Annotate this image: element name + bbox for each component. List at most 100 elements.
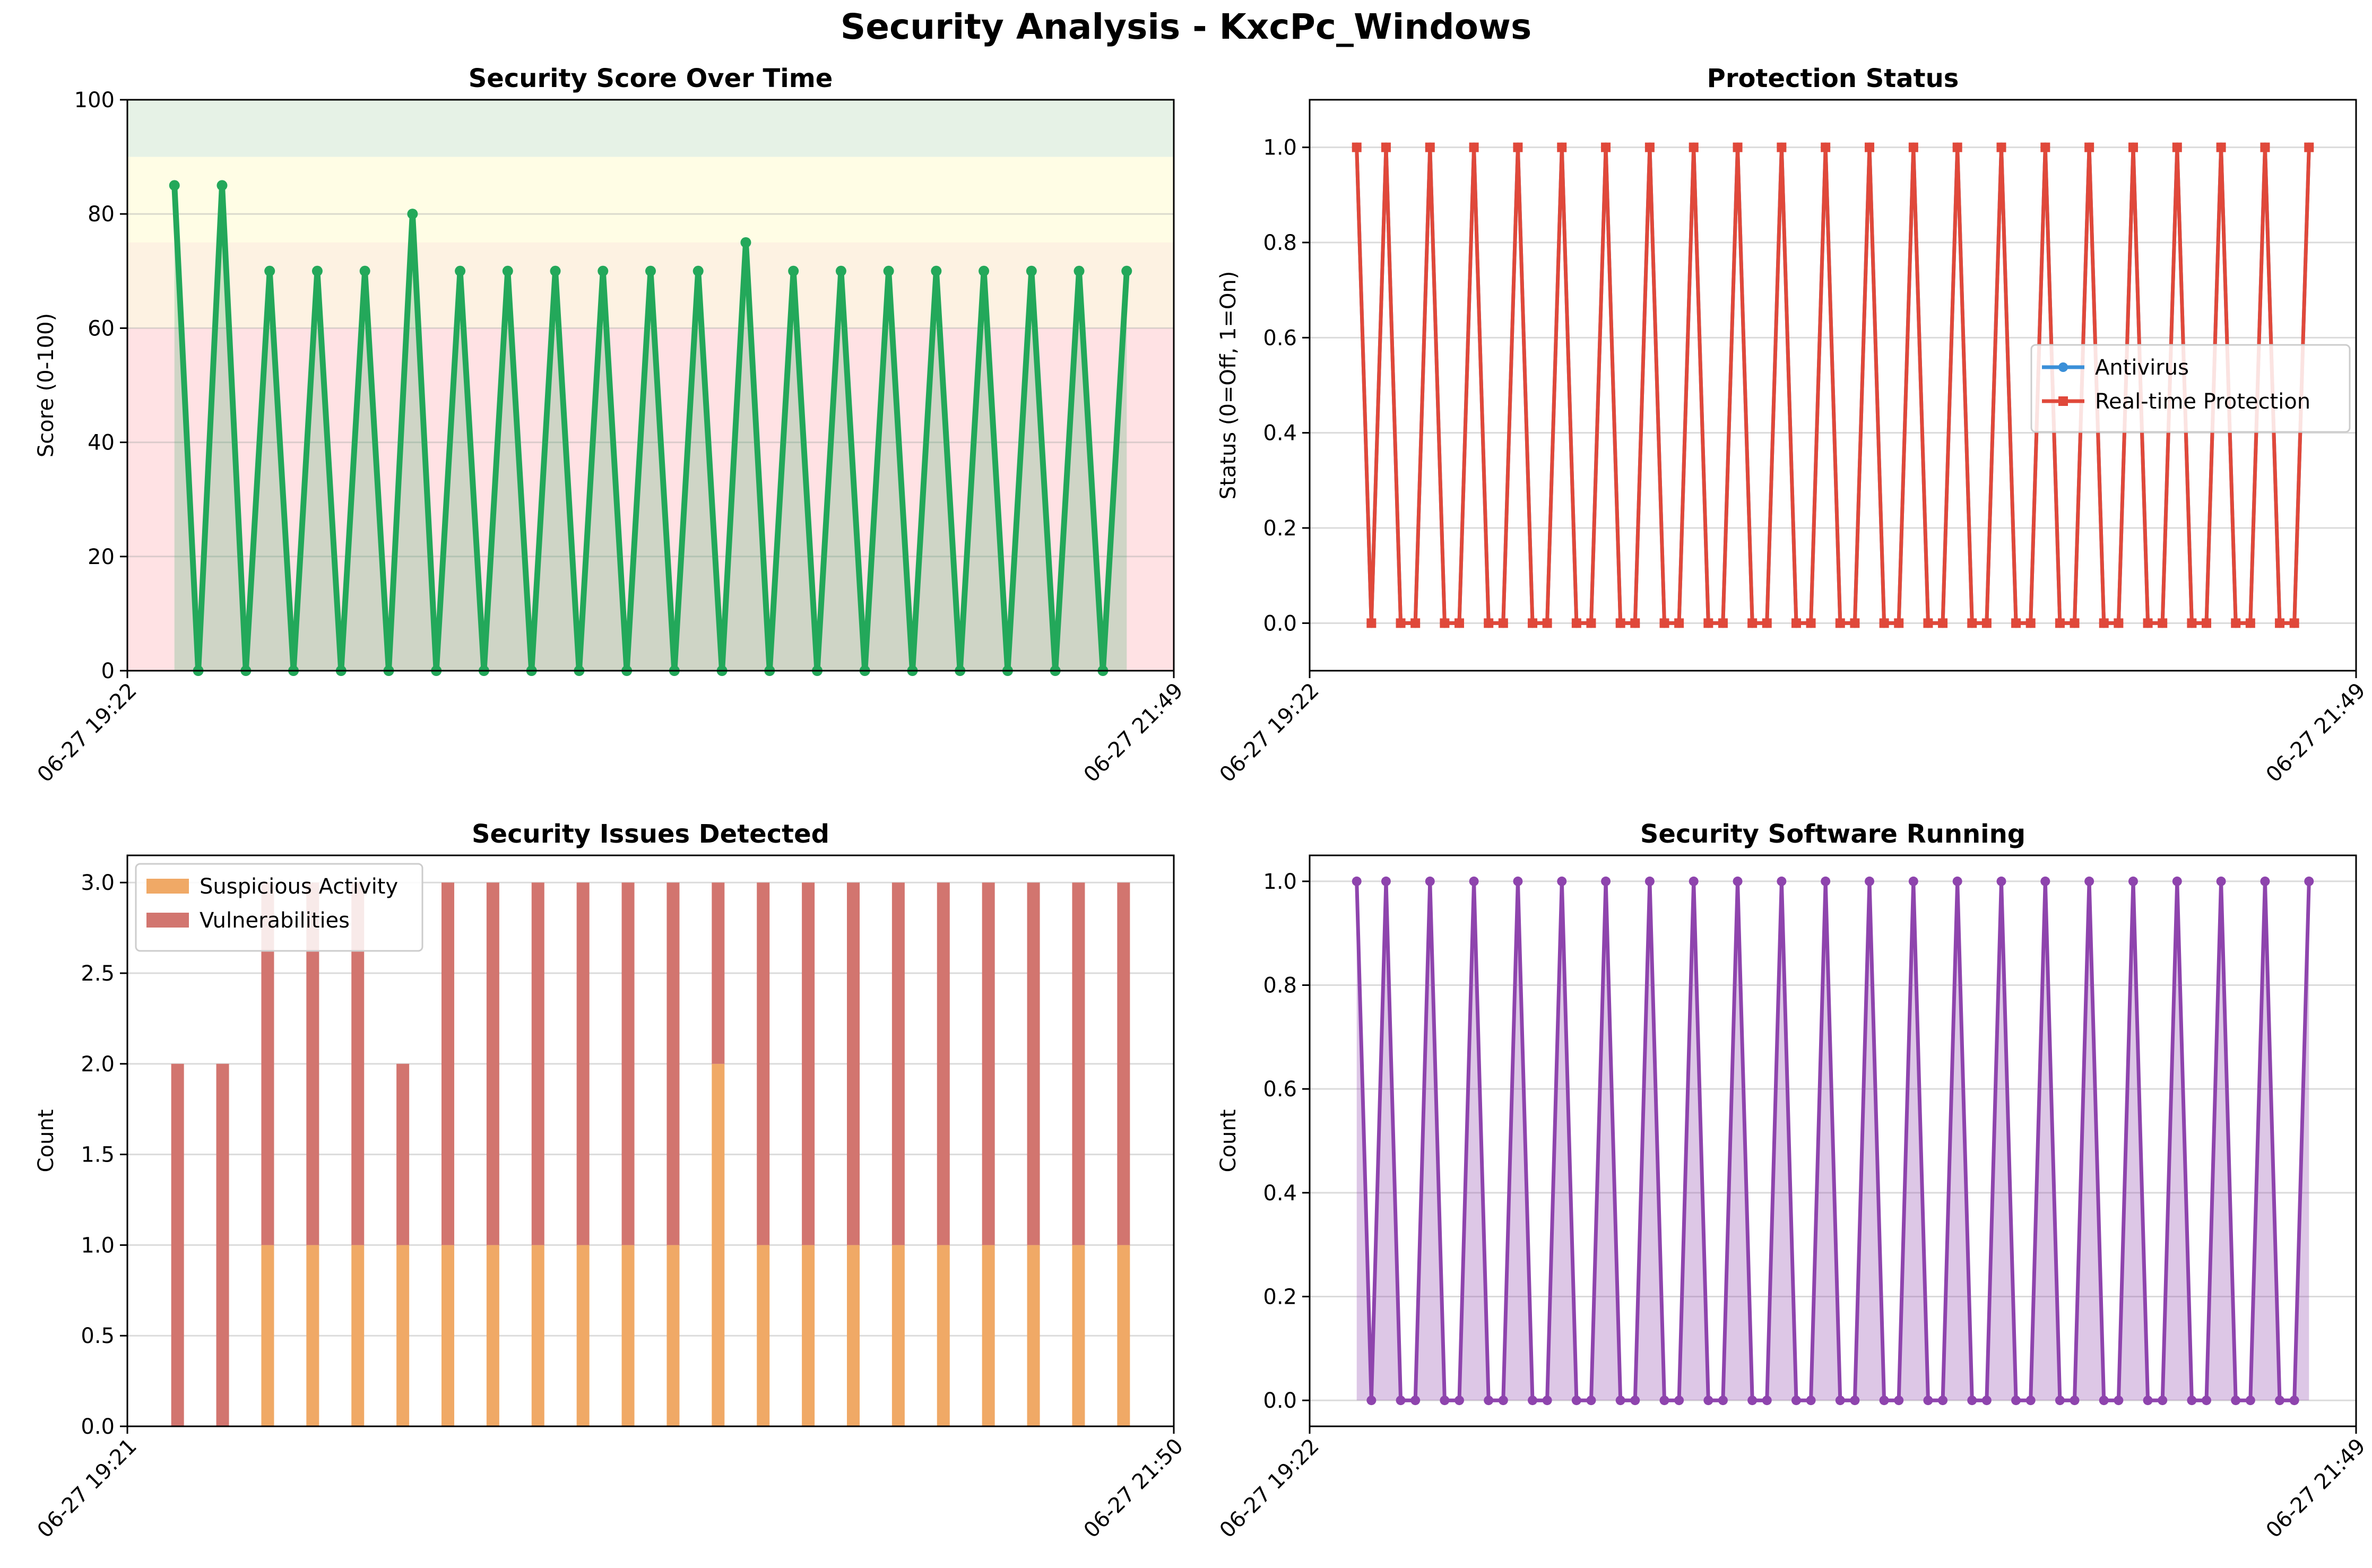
protection-point-1-10 — [1498, 618, 1508, 628]
software-point-0-59 — [2216, 876, 2226, 886]
protection-point-1-54 — [2143, 618, 2153, 628]
software-point-0-45 — [2011, 1396, 2021, 1406]
software-point-0-37 — [1894, 1396, 1904, 1406]
score-ytick-label-2: 40 — [88, 431, 115, 455]
score-point-0-30 — [883, 265, 894, 276]
issues-bar-1-17 — [937, 882, 950, 1245]
issues-bar-1-15 — [847, 882, 860, 1245]
software-ytick-label-1: 0.2 — [1263, 1285, 1297, 1309]
issues-bar-0-6 — [441, 1245, 454, 1426]
protection-xtick-label-1: 06-27 21:49 — [2262, 678, 2370, 787]
software-point-0-65 — [2304, 876, 2314, 886]
software-point-0-34 — [1850, 1396, 1860, 1406]
software-point-0-13 — [1542, 1396, 1552, 1406]
score-point-0-32 — [931, 265, 942, 276]
issues-bar-0-16 — [891, 1245, 905, 1426]
issues-bar-1-8 — [531, 882, 544, 1245]
issues-bar-0-19 — [1027, 1245, 1040, 1426]
software-chart: 0.0 0.2 0.4 0.6 0.8 1.0 06-27 19:22 06-27 21:49… — [1215, 819, 2370, 1543]
protection-point-1-55 — [2158, 618, 2168, 628]
issues-legend-swatch-1 — [146, 913, 189, 928]
score-point-0-2 — [217, 180, 228, 191]
protection-point-1-46 — [2025, 618, 2036, 628]
score-chart: 0 20 40 60 80 100 06-27 19:22 06-27 21:49 Securi… — [33, 64, 1188, 787]
software-point-0-24 — [1703, 1396, 1713, 1406]
software-ytick-label-4: 0.8 — [1263, 974, 1297, 998]
score-point-0-26 — [788, 265, 799, 276]
protection-point-1-29 — [1777, 142, 1787, 152]
protection-point-1-42 — [1967, 618, 1977, 628]
software-point-0-55 — [2158, 1396, 2168, 1406]
software-point-0-63 — [2275, 1396, 2285, 1406]
software-point-0-0 — [1352, 876, 1362, 886]
score-ytick-label-3: 60 — [88, 316, 115, 341]
protection-legend-label-0: Antivirus — [2095, 356, 2189, 380]
protection-frame — [1309, 99, 2357, 672]
issues-bar-1-12 — [712, 882, 725, 1064]
protection-point-1-3 — [1396, 618, 1406, 628]
issues-bar-1-2 — [261, 882, 274, 1245]
figure-title: Security Analysis - KxcPc_Windows — [840, 6, 1532, 47]
protection-point-1-23 — [1689, 142, 1699, 152]
issues-bar-1-0 — [171, 1063, 184, 1426]
score-point-0-12 — [455, 265, 466, 276]
protection-point-1-50 — [2084, 142, 2094, 152]
protection-point-1-44 — [1996, 142, 2006, 152]
issues-bar-0-10 — [621, 1245, 635, 1426]
software-point-0-30 — [1791, 1396, 1801, 1406]
protection-point-1-60 — [2231, 618, 2241, 628]
issues-ytick-label-4: 2.0 — [81, 1052, 115, 1077]
protection-point-1-26 — [1733, 142, 1743, 152]
protection-point-1-34 — [1850, 618, 1860, 628]
issues-bar-0-5 — [396, 1245, 410, 1426]
issues-ytick-label-1: 0.5 — [81, 1324, 115, 1348]
issues-ytick-label-6: 3.0 — [81, 871, 115, 895]
score-xtick-label-0: 06-27 19:22 — [33, 678, 142, 787]
protection-point-1-7 — [1454, 618, 1464, 628]
score-point-0-14 — [502, 265, 513, 276]
software-point-0-6 — [1440, 1396, 1450, 1406]
software-point-0-53 — [2128, 876, 2138, 886]
issues-xtick-label-1: 06-27 21:50 — [1079, 1434, 1188, 1543]
protection-point-1-56 — [2172, 142, 2182, 152]
score-ytick-label-0: 0 — [101, 659, 115, 683]
protection-legend — [2030, 344, 2351, 433]
issues-bar-1-1 — [216, 1063, 229, 1426]
protection-point-1-61 — [2245, 618, 2255, 628]
protection-point-1-63 — [2275, 618, 2285, 628]
protection-point-1-37 — [1894, 618, 1904, 628]
issues-bar-0-9 — [576, 1245, 590, 1426]
protection-ylabel: Status (0=Off, 1=On) — [1216, 271, 1241, 500]
protection-point-1-58 — [2202, 618, 2212, 628]
issues-bar-0-15 — [847, 1245, 860, 1426]
software-point-0-20 — [1644, 876, 1655, 886]
software-point-0-56 — [2172, 876, 2182, 886]
protection-point-1-2 — [1381, 142, 1391, 152]
issues-legend-label-0: Suspicious Activity — [200, 874, 398, 899]
software-point-0-57 — [2187, 1396, 2197, 1406]
issues-bar-1-11 — [666, 882, 680, 1245]
score-point-0-18 — [598, 265, 609, 276]
issues-chart: 0.0 0.5 1.0 1.5 2.0 2.5 3.0 06-27 19:21 06-27 21… — [33, 819, 1188, 1543]
protection-point-1-41 — [1952, 142, 1962, 152]
protection-point-1-1 — [1366, 618, 1377, 628]
issues-bar-0-13 — [757, 1245, 770, 1426]
protection-point-1-22 — [1674, 618, 1684, 628]
score-point-0-0 — [169, 180, 180, 191]
score-point-0-22 — [692, 265, 704, 276]
score-point-0-40 — [1121, 265, 1132, 276]
software-point-0-46 — [2025, 1396, 2036, 1406]
software-point-0-17 — [1601, 876, 1611, 886]
software-point-0-49 — [2070, 1396, 2080, 1406]
software-ytick-label-5: 1.0 — [1263, 870, 1297, 894]
software-point-0-7 — [1454, 1396, 1464, 1406]
score-ytick-label-1: 20 — [88, 545, 115, 569]
software-point-0-48 — [2055, 1396, 2065, 1406]
software-point-0-26 — [1733, 876, 1743, 886]
score-band-3 — [127, 100, 1174, 157]
software-point-0-27 — [1747, 1396, 1758, 1406]
software-point-0-33 — [1835, 1396, 1845, 1406]
score-point-0-10 — [407, 209, 418, 220]
protection-point-1-30 — [1791, 618, 1801, 628]
score-point-0-36 — [1026, 265, 1037, 276]
